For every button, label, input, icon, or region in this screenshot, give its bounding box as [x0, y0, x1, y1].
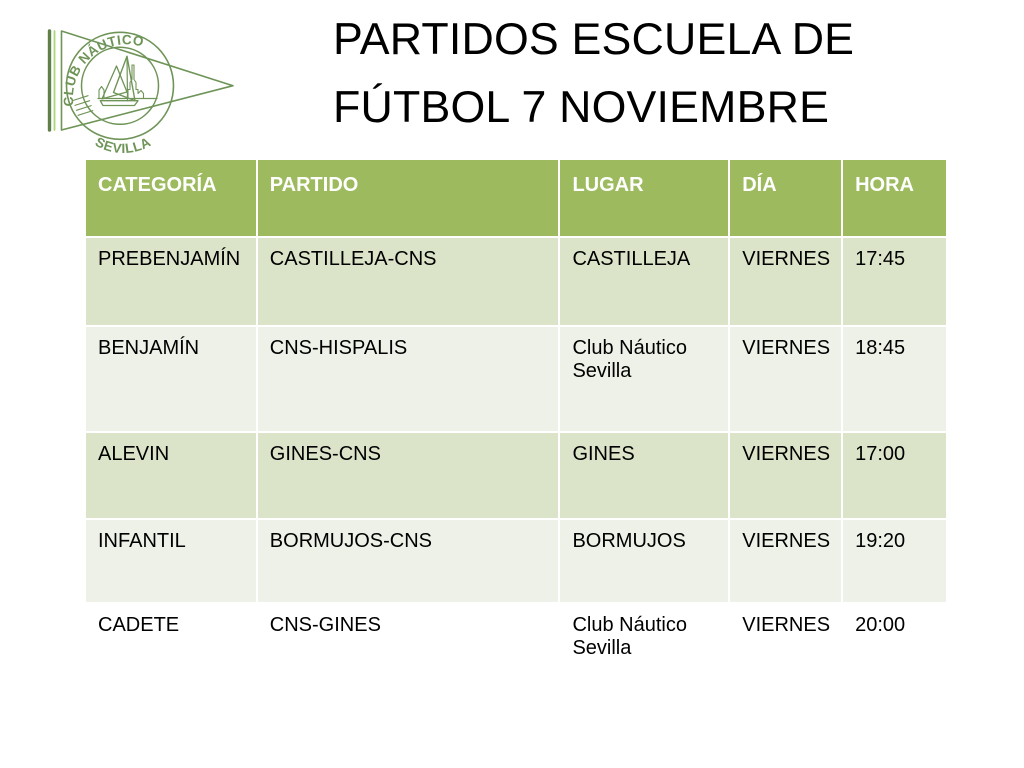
- svg-text:SEVILLA: SEVILLA: [93, 134, 153, 156]
